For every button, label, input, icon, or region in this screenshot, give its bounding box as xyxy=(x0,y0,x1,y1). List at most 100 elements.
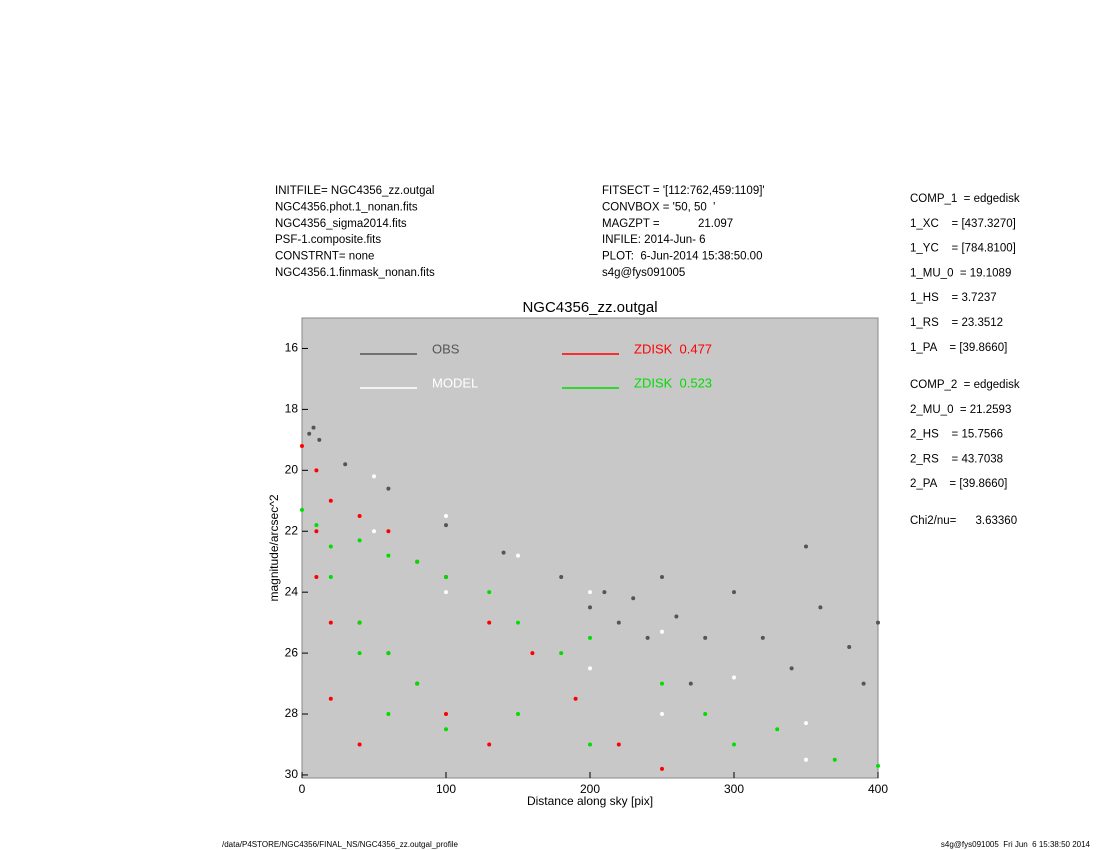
data-point xyxy=(487,742,492,747)
fit-parameter: 2_RS = 43.7038 xyxy=(910,453,1003,465)
data-point xyxy=(616,742,621,747)
data-point xyxy=(660,681,664,686)
data-point xyxy=(343,462,348,467)
data-point xyxy=(357,742,362,747)
data-point xyxy=(804,757,808,762)
data-point xyxy=(444,712,448,717)
data-point xyxy=(311,425,316,430)
data-point xyxy=(732,742,736,747)
fit-parameter: Chi2/nu= 3.63360 xyxy=(910,515,1017,527)
header-line: NGC4356.phot.1_nonan.fits xyxy=(275,201,418,213)
data-point xyxy=(516,712,520,717)
data-point xyxy=(487,620,492,625)
data-point xyxy=(588,635,592,640)
legend-label: ZDISK 0.523 xyxy=(634,375,712,390)
fit-parameter: 2_HS = 15.7566 xyxy=(910,429,1003,441)
data-point xyxy=(703,712,708,717)
data-point xyxy=(300,507,304,512)
data-point xyxy=(328,620,333,625)
data-point xyxy=(415,681,420,686)
data-point xyxy=(876,763,880,768)
data-point xyxy=(314,574,319,579)
data-point xyxy=(357,538,362,543)
data-point xyxy=(631,596,636,601)
data-point xyxy=(372,474,376,479)
data-point xyxy=(732,675,736,680)
data-point xyxy=(328,696,333,701)
data-point xyxy=(444,514,448,519)
data-point xyxy=(516,553,520,558)
data-point xyxy=(530,651,535,656)
y-tick-label: 26 xyxy=(285,645,299,659)
data-point xyxy=(818,605,823,610)
y-tick-label: 22 xyxy=(285,523,299,537)
legend-label: OBS xyxy=(432,341,460,356)
data-point xyxy=(328,498,333,503)
fit-parameter: 1_HS = 3.7237 xyxy=(910,292,997,304)
legend-label: ZDISK 0.477 xyxy=(634,341,712,356)
header-line: NGC4356.1.finmask_nonan.fits xyxy=(275,267,435,279)
fit-parameter: 2_MU_0 = 21.2593 xyxy=(910,404,1011,416)
data-point xyxy=(588,605,592,610)
fit-parameter: COMP_2 = edgedisk xyxy=(910,379,1020,391)
data-point xyxy=(602,590,607,595)
header-line: CONSTRNT= none xyxy=(275,251,374,263)
y-tick-label: 24 xyxy=(285,584,299,598)
data-point xyxy=(386,553,391,558)
data-point xyxy=(357,514,362,519)
data-point xyxy=(559,574,564,579)
data-point xyxy=(386,712,391,717)
header-line: NGC4356_sigma2014.fits xyxy=(275,218,407,230)
x-tick-label: 400 xyxy=(868,782,888,796)
data-point xyxy=(573,696,578,701)
data-point xyxy=(588,742,592,747)
data-point xyxy=(732,590,736,595)
data-point xyxy=(804,544,808,549)
data-point xyxy=(789,666,794,671)
chart-title: NGC4356_zz.outgal xyxy=(522,299,657,316)
header-line: s4g@fys091005 xyxy=(602,267,685,279)
data-point xyxy=(832,757,837,762)
data-point xyxy=(501,550,506,555)
data-point xyxy=(357,620,362,625)
y-tick-label: 20 xyxy=(285,462,299,476)
data-point xyxy=(386,651,391,656)
header-line: INITFILE= NGC4356_zz.outgal xyxy=(275,185,434,197)
data-point xyxy=(487,590,492,595)
fit-parameter: 1_MU_0 = 19.1089 xyxy=(910,267,1011,279)
data-point xyxy=(415,559,420,564)
y-axis-label: magnitude/arcsec^2 xyxy=(267,494,281,601)
data-point xyxy=(444,523,448,528)
y-tick-label: 30 xyxy=(285,767,299,781)
y-tick-label: 18 xyxy=(285,402,299,416)
data-point xyxy=(660,766,664,771)
header-line: INFILE: 2014-Jun- 6 xyxy=(602,234,706,246)
data-point xyxy=(804,721,808,726)
x-tick-label: 100 xyxy=(436,782,456,796)
fit-parameter: 1_XC = [437.3270] xyxy=(910,218,1016,230)
data-point xyxy=(314,523,319,528)
y-tick-label: 16 xyxy=(285,341,299,355)
data-point xyxy=(328,544,333,549)
y-tick-label: 28 xyxy=(285,706,299,720)
data-point xyxy=(775,727,780,732)
data-point xyxy=(688,681,693,686)
data-point xyxy=(386,529,391,534)
data-point xyxy=(317,437,322,442)
header-line: PSF-1.composite.fits xyxy=(275,234,381,246)
data-point xyxy=(314,529,319,534)
fit-parameter: 2_PA = [39.8660] xyxy=(910,478,1007,490)
data-point xyxy=(588,590,592,595)
data-point xyxy=(357,651,362,656)
plot-area xyxy=(301,317,879,779)
data-point xyxy=(703,635,708,640)
data-point xyxy=(444,574,448,579)
data-point xyxy=(861,681,866,686)
fit-parameter: COMP_1 = edgedisk xyxy=(910,193,1020,205)
data-point xyxy=(444,727,448,732)
footer-left: /data/P4STORE/NGC4356/FINAL_NS/NGC4356_z… xyxy=(222,840,459,849)
data-point xyxy=(516,620,520,625)
fit-parameter: 1_RS = 23.3512 xyxy=(910,317,1003,329)
footer-right: s4g@fys091005 Fri Jun 6 15:38:50 2014 xyxy=(941,840,1091,849)
